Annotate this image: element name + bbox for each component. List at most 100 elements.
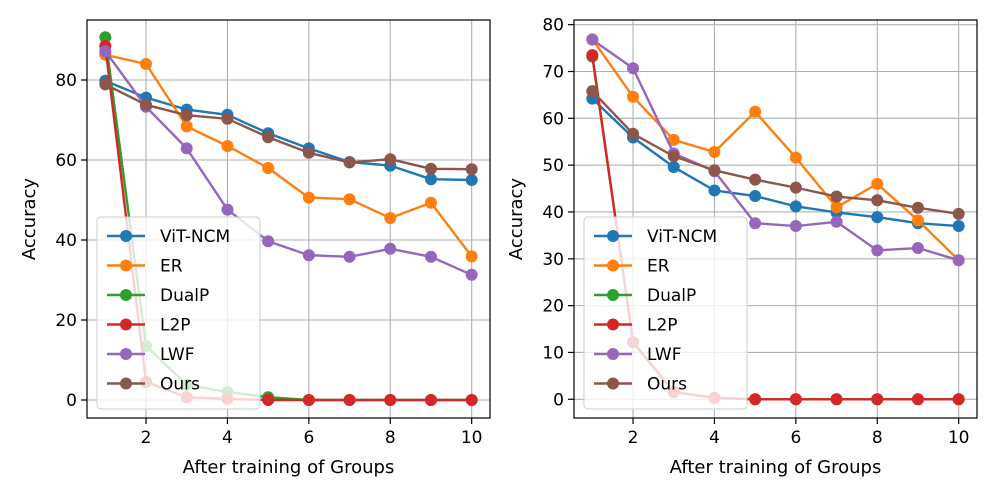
- data-point: [830, 215, 843, 228]
- data-point: [140, 58, 153, 70]
- legend-marker: [120, 377, 132, 390]
- series-line: [104, 83, 472, 171]
- y-tick-label: 40: [55, 231, 77, 251]
- series-vit-ncm: [99, 74, 478, 186]
- data-point: [99, 31, 112, 44]
- data-point: [952, 393, 965, 406]
- chart-1: 2 4 6 8 10 0 20 40 60 80 After training of Groups A…: [19, 19, 491, 478]
- series-line: [105, 53, 473, 258]
- data-point: [465, 268, 478, 281]
- legend-marker: [607, 230, 619, 242]
- x-tick-label: 4: [222, 428, 233, 448]
- legend-entry-vit-ncm: ViT-NCM: [107, 227, 230, 247]
- data-point: [465, 394, 478, 406]
- data-point: [465, 163, 478, 176]
- plot-frame: [573, 19, 978, 419]
- legend-marker: [607, 289, 619, 301]
- data-point: [749, 393, 762, 406]
- y-tick-label: 70: [542, 63, 564, 83]
- data-point: [586, 33, 599, 46]
- y-tick-label: 20: [542, 297, 564, 317]
- x-tick-label: 4: [709, 428, 720, 448]
- data-point: [749, 105, 762, 118]
- legend-label: Ours: [160, 375, 200, 395]
- data-point: [262, 131, 275, 144]
- data-point: [343, 193, 356, 206]
- y-axis-label: Accuracy: [506, 178, 527, 261]
- data-point: [667, 161, 680, 174]
- legend-label: L2P: [160, 316, 191, 336]
- legend-label: DualP: [647, 286, 696, 306]
- data-point: [952, 220, 965, 233]
- data-point: [302, 249, 315, 262]
- data-point: [627, 62, 640, 75]
- data-point: [789, 181, 802, 194]
- legend-entry-dualp: DualP: [107, 286, 209, 306]
- legend: ViT-NCM ER DualP L2P LWF Ours: [583, 216, 748, 410]
- data-point: [424, 250, 437, 263]
- data-point: [302, 394, 315, 406]
- series-line: [104, 79, 472, 182]
- legend-marker: [120, 259, 132, 272]
- y-tick-label: 10: [542, 343, 564, 363]
- data-point: [221, 203, 234, 216]
- legend-label: LWF: [160, 345, 195, 365]
- legend-label: DualP: [160, 286, 209, 306]
- data-point: [424, 394, 437, 406]
- series-lwf: [99, 45, 478, 281]
- y-tick-label: 60: [55, 151, 77, 171]
- legend-entry-lwf: LWF: [107, 345, 195, 365]
- data-point: [424, 162, 437, 175]
- data-point: [343, 156, 356, 169]
- legend-entry-dualp: DualP: [594, 286, 696, 306]
- data-point: [749, 217, 762, 230]
- data-point: [871, 244, 884, 257]
- series-line: [591, 97, 959, 228]
- legend-marker: [120, 289, 132, 301]
- y-axis-label: Accuracy: [19, 178, 40, 261]
- y-tick-label: 80: [542, 16, 564, 36]
- data-point: [384, 394, 397, 406]
- data-point: [262, 235, 275, 248]
- data-point: [871, 211, 884, 224]
- series-ours: [586, 85, 965, 220]
- legend-label: Ours: [647, 375, 687, 395]
- legend-marker: [607, 318, 619, 331]
- legend-marker: [607, 348, 619, 360]
- series-line: [591, 38, 960, 262]
- legend-marker: [607, 377, 619, 390]
- y-tick-label: 30: [542, 250, 564, 270]
- y-tick-label: 40: [542, 203, 564, 223]
- x-tick-label: 6: [303, 428, 314, 448]
- x-tick-label: 10: [461, 428, 483, 448]
- data-point: [911, 214, 924, 227]
- legend-entry-l2p: L2P: [594, 316, 678, 336]
- legend-marker: [607, 259, 619, 272]
- legend-label: ER: [647, 257, 670, 277]
- data-point: [343, 394, 356, 406]
- data-point: [830, 190, 843, 203]
- chart-2: 2 4 6 8 10 0 10 20 30 40 50 60 70 80 After training of…: [506, 16, 978, 478]
- data-point: [384, 212, 397, 224]
- data-point: [749, 190, 762, 203]
- y-tick-label: 20: [55, 311, 77, 331]
- data-point: [871, 393, 884, 406]
- x-tick-label: 10: [948, 428, 970, 448]
- legend-marker: [120, 318, 132, 331]
- x-tick-label: 2: [141, 428, 152, 448]
- series-ours: [99, 78, 478, 176]
- data-point: [586, 49, 599, 62]
- data-point: [708, 164, 721, 177]
- series-line: [104, 50, 473, 276]
- legend-entry-l2p: L2P: [107, 316, 191, 336]
- data-point: [384, 153, 397, 166]
- y-tick-label: 0: [553, 390, 564, 410]
- legend-entry-er: ER: [594, 257, 670, 277]
- legend-label: ViT-NCM: [647, 227, 717, 247]
- data-point: [180, 142, 193, 155]
- data-point: [180, 120, 193, 133]
- data-point: [627, 90, 640, 103]
- data-point: [424, 173, 437, 186]
- data-point: [789, 393, 802, 406]
- legend: ViT-NCM ER DualP L2P LWF Ours: [96, 216, 261, 410]
